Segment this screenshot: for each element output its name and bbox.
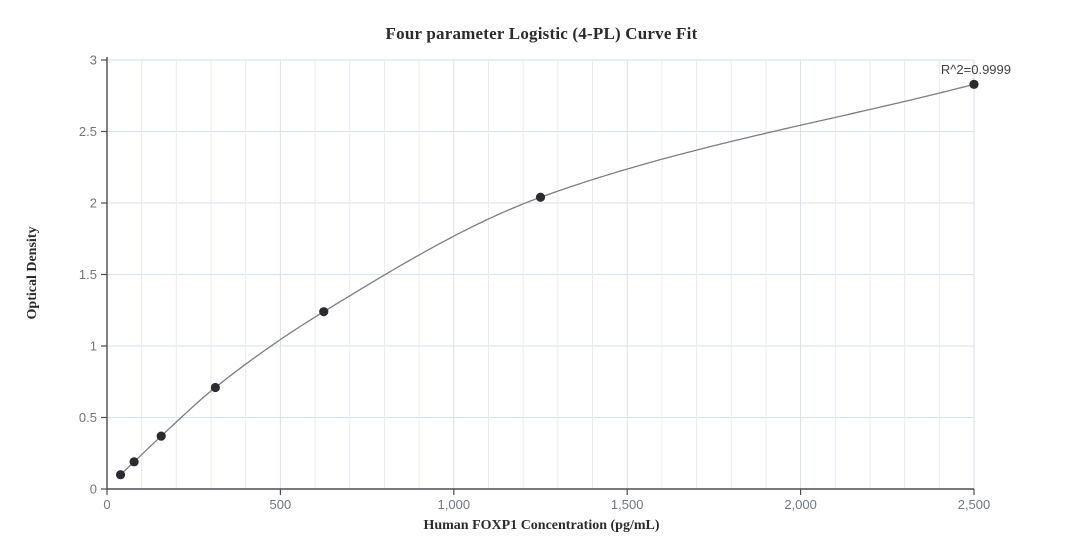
r-squared-annotation: R^2=0.9999 [940, 62, 1011, 77]
y-tick-label: 1 [90, 339, 97, 354]
data-point [156, 431, 166, 441]
data-point [129, 457, 139, 467]
x-tick-label: 1,000 [438, 497, 471, 512]
x-tick-label: 1,500 [611, 497, 644, 512]
chart-title: Four parameter Logistic (4-PL) Curve Fit [385, 24, 698, 43]
y-tick-label: 0.5 [79, 410, 97, 425]
y-tick-label: 2 [90, 196, 97, 211]
y-tick-label: 2.5 [79, 124, 97, 139]
y-tick-label: 0 [90, 482, 97, 497]
y-axis-title: Optical Density [25, 226, 40, 320]
data-point [535, 192, 546, 202]
data-point [115, 470, 126, 480]
y-tick-label: 1.5 [79, 267, 97, 282]
data-point [210, 382, 220, 393]
x-tick-label: 0 [103, 497, 110, 512]
fit-curve [120, 83, 975, 476]
x-tick-label: 2,500 [958, 497, 991, 512]
data-point [319, 307, 329, 317]
x-tick-label: 2,000 [784, 497, 817, 512]
x-axis-title: Human FOXP1 Concentration (pg/mL) [423, 518, 660, 533]
y-tick-label: 3 [90, 53, 97, 68]
data-point [969, 79, 979, 89]
x-tick-label: 500 [270, 497, 292, 512]
